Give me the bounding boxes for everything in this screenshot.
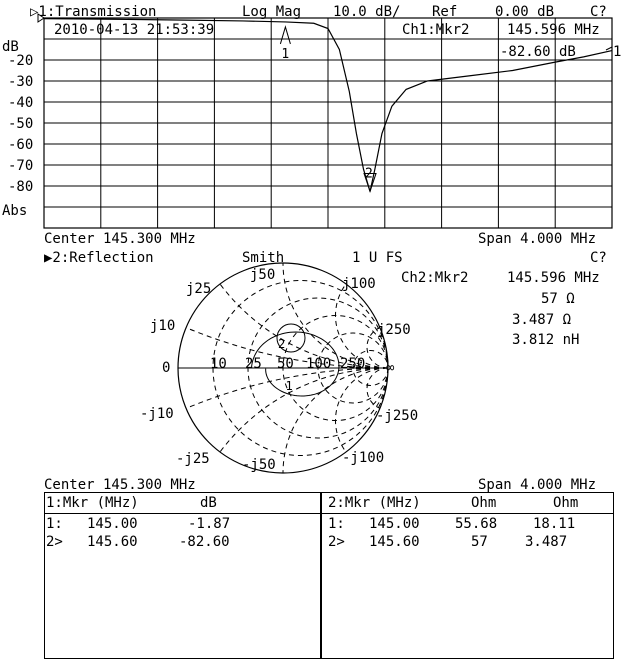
ch2-format[interactable]: Smith xyxy=(242,250,285,266)
ch2-center: Center 145.300 MHz xyxy=(44,477,196,493)
reactance-arc-positive xyxy=(185,327,389,369)
smith-label-r25: 25 xyxy=(245,356,262,372)
table-cell: 2> xyxy=(328,534,345,550)
y-tick-label: -20 xyxy=(8,53,34,69)
smith-label-jp10: j10 xyxy=(150,318,176,334)
smith-label-jp250: j250 xyxy=(377,322,411,338)
y-tick-label: -50 xyxy=(8,116,34,132)
reactance-arc-positive xyxy=(366,327,389,369)
smith-label-0: 0 xyxy=(162,360,171,376)
y-tick-label: -80 xyxy=(8,179,34,195)
table-header: Ohm xyxy=(553,495,579,511)
ch1-marker-label: Ch1:Mkr2 xyxy=(402,22,470,38)
smith-marker-2-label: 2 xyxy=(278,337,285,351)
table-cell: 2> xyxy=(46,534,63,550)
ch2-cal-status: C? xyxy=(590,250,607,266)
smith-label-jn100: -j100 xyxy=(342,450,385,466)
smith-label-r250: 250 xyxy=(340,356,366,372)
reactance-arc-negative xyxy=(185,367,389,409)
table-header: 1:Mkr (MHz) xyxy=(46,495,139,511)
ch1-marker-table: 1:Mkr (MHz) dB 1: 145.00 -1.87 2> 145.60… xyxy=(44,492,322,659)
table-cell: 145.60 xyxy=(87,534,138,550)
ch1-marker-value: -82.60 dB xyxy=(500,44,576,60)
table-cell: 18.11 xyxy=(533,516,576,532)
ch2-marker-reactance: 3.487 Ω xyxy=(512,312,572,328)
smith-label-jn10: -j10 xyxy=(140,406,174,422)
y-unit-label: dB xyxy=(2,39,19,55)
table-cell: 1: xyxy=(46,516,63,532)
smith-label-r100: 100 xyxy=(306,356,332,372)
smith-label-jn250: -j250 xyxy=(376,408,419,424)
marker-2-label: 2 xyxy=(365,166,373,181)
ch1-span: Span 4.000 MHz xyxy=(478,231,597,247)
smith-label-jp25: j25 xyxy=(186,281,212,297)
marker-1-label: 1 xyxy=(281,47,289,62)
ch1-title[interactable]: ▷1:Transmission xyxy=(30,4,157,20)
ref-marker-tick xyxy=(605,46,613,51)
smith-label-jn25: -j25 xyxy=(176,451,210,467)
abs-label: Abs xyxy=(2,203,28,219)
table-header: dB xyxy=(200,495,217,511)
smith-label-jp100: j100 xyxy=(342,276,376,292)
marker-2-icon xyxy=(363,172,377,194)
smith-label-inf: ∞ xyxy=(386,360,395,376)
table-cell: 57 xyxy=(471,534,488,550)
y-tick-label: -40 xyxy=(8,95,34,111)
table-cell: 145.00 xyxy=(87,516,138,532)
smith-label-jn50: -j50 xyxy=(242,457,276,473)
table-cell: 1: xyxy=(328,516,345,532)
table-cell: 3.487 xyxy=(525,534,568,550)
smith-label-r10: 10 xyxy=(210,356,227,372)
ch2-marker-resistance: 57 Ω xyxy=(541,291,575,307)
smith-label-jp50: j50 xyxy=(250,267,276,283)
smith-label-r50: 50 xyxy=(277,356,294,372)
ch1-marker-freq: 145.596 MHz xyxy=(507,22,600,38)
marker-1-icon xyxy=(279,25,291,45)
ch1-ref-label: Ref xyxy=(432,4,458,20)
reflection-trace-inner-loop xyxy=(276,323,306,353)
ch2-span: Span 4.000 MHz xyxy=(478,477,597,493)
table-cell: -1.87 xyxy=(188,516,231,532)
table-header: Ohm xyxy=(471,495,497,511)
reactance-arc-negative xyxy=(219,367,389,453)
ch1-center: Center 145.300 MHz xyxy=(44,231,196,247)
ch2-title[interactable]: ▶2:Reflection xyxy=(44,250,154,266)
reactance-arc-negative xyxy=(282,367,389,474)
ch2-scale[interactable]: 1 U FS xyxy=(352,250,403,266)
reflection-trace xyxy=(251,331,340,397)
y-tick-label: -70 xyxy=(8,158,34,174)
ch2-marker-label: Ch2:Mkr2 xyxy=(401,270,469,286)
table-cell: 145.60 xyxy=(369,534,420,550)
reactance-arc-positive xyxy=(282,262,389,369)
ch2-marker-inductance: 3.812 nH xyxy=(512,332,580,348)
ch1-ref-value[interactable]: 0.00 dB xyxy=(495,4,555,20)
table-cell: -82.60 xyxy=(179,534,230,550)
ch2-marker-table: 2:Mkr (MHz) Ohm Ohm 1: 145.00 55.68 18.1… xyxy=(320,492,614,659)
y-tick-label: -60 xyxy=(8,137,34,153)
table-cell: 55.68 xyxy=(455,516,498,532)
reactance-arc-positive xyxy=(335,283,389,369)
ch1-scale[interactable]: 10.0 dB/ xyxy=(333,4,401,20)
ch1-format[interactable]: Log Mag xyxy=(242,4,302,20)
table-header: 2:Mkr (MHz) xyxy=(328,495,421,511)
ch2-marker-freq: 145.596 MHz xyxy=(507,270,600,286)
reactance-arc-negative xyxy=(335,367,389,453)
ch1-ref-marker: 1 xyxy=(613,44,622,60)
y-tick-label: -30 xyxy=(8,74,34,90)
reference-position-icon xyxy=(37,13,45,23)
reactance-arc-negative xyxy=(366,367,389,409)
table-cell: 145.00 xyxy=(369,516,420,532)
ch1-cal-status: C? xyxy=(590,4,607,20)
timestamp: 2010-04-13 21:53:39 xyxy=(54,22,215,38)
smith-marker-1-label: 1 xyxy=(285,379,292,393)
